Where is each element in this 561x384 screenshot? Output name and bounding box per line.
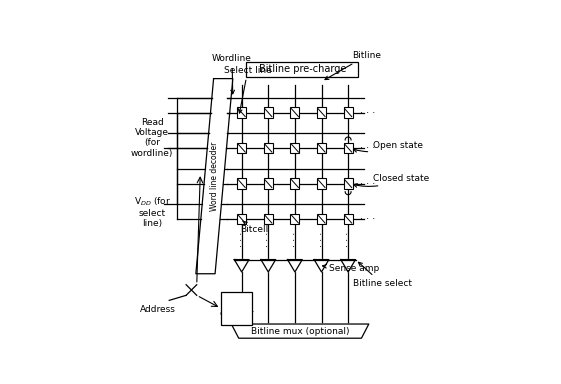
Text: Bitcell: Bitcell xyxy=(240,221,269,234)
Bar xyxy=(264,108,273,118)
Bar xyxy=(237,179,246,189)
Text: Bitline pre-charge: Bitline pre-charge xyxy=(259,65,346,74)
Bar xyxy=(317,143,326,153)
Text: · · ·: · · · xyxy=(343,232,353,247)
Text: Closed state: Closed state xyxy=(353,174,430,187)
Bar xyxy=(344,214,352,224)
Bar xyxy=(291,143,300,153)
Bar xyxy=(264,143,273,153)
Bar xyxy=(344,179,352,189)
Polygon shape xyxy=(314,260,329,272)
Bar xyxy=(264,179,273,189)
Text: · · ·: · · · xyxy=(360,179,375,189)
Bar xyxy=(237,108,246,118)
Bar xyxy=(317,179,326,189)
Text: Word line decoder: Word line decoder xyxy=(210,141,219,211)
Text: · · ·: · · · xyxy=(263,232,273,247)
Bar xyxy=(344,143,352,153)
Text: Bitline
decoder: Bitline decoder xyxy=(219,299,254,318)
Text: · · ·: · · · xyxy=(360,143,375,153)
Bar xyxy=(221,292,252,324)
Text: V$_{DD}$ (for
select
line): V$_{DD}$ (for select line) xyxy=(134,195,171,228)
Polygon shape xyxy=(234,260,249,272)
Text: Select line: Select line xyxy=(224,66,272,113)
Polygon shape xyxy=(231,324,369,338)
Text: Read
Voltage
(for
wordline): Read Voltage (for wordline) xyxy=(131,118,173,158)
Text: Bitline select: Bitline select xyxy=(352,262,412,288)
Text: Bitline: Bitline xyxy=(325,51,381,79)
Text: Wordline: Wordline xyxy=(212,54,252,94)
Bar xyxy=(237,214,246,224)
Text: Open state: Open state xyxy=(353,141,423,152)
Text: · · ·: · · · xyxy=(360,214,375,224)
Text: · · ·: · · · xyxy=(290,232,300,247)
Text: Address: Address xyxy=(140,305,176,314)
Bar xyxy=(344,108,352,118)
Bar xyxy=(264,214,273,224)
Bar xyxy=(246,62,358,77)
Bar xyxy=(237,143,246,153)
Bar xyxy=(291,179,300,189)
Bar xyxy=(291,214,300,224)
Text: · · ·: · · · xyxy=(237,232,247,247)
Polygon shape xyxy=(261,260,275,272)
Text: · · ·: · · · xyxy=(316,232,327,247)
Bar xyxy=(291,108,300,118)
Polygon shape xyxy=(287,260,302,272)
Polygon shape xyxy=(341,260,356,272)
Text: Bitline mux (optional): Bitline mux (optional) xyxy=(251,327,350,336)
Bar xyxy=(317,214,326,224)
Bar xyxy=(317,108,326,118)
Text: · · ·: · · · xyxy=(360,108,375,118)
Text: Sense amp: Sense amp xyxy=(323,265,379,273)
